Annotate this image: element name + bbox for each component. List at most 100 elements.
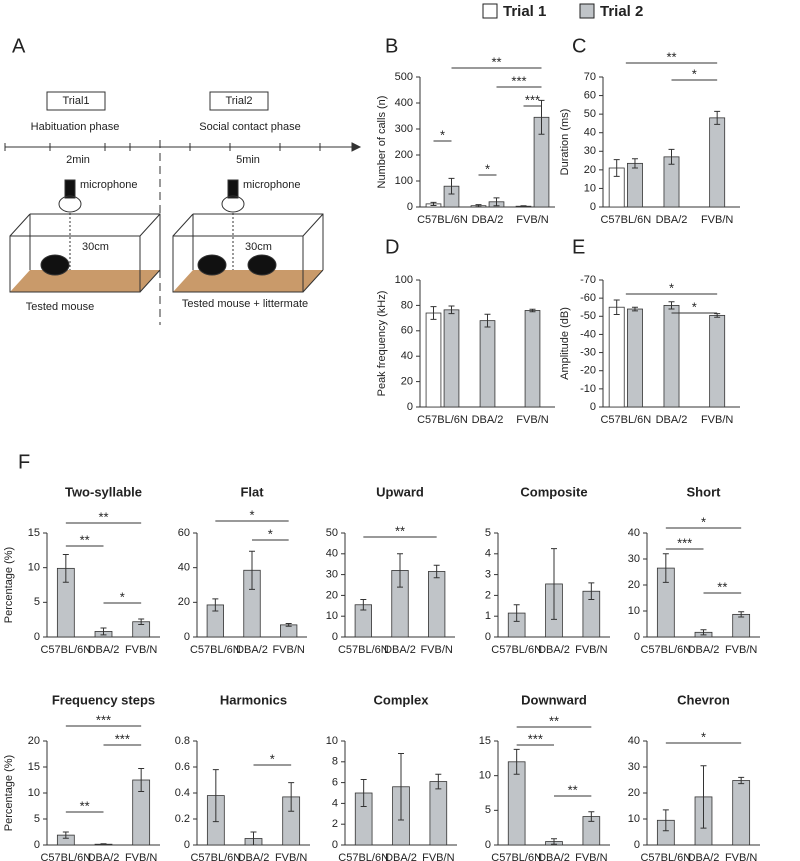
bar	[627, 162, 643, 208]
panel-letter: F	[18, 451, 30, 473]
bar	[425, 312, 442, 408]
panel-letter: A	[12, 35, 26, 57]
error-bar	[360, 599, 367, 611]
significance-label: ***	[96, 712, 111, 727]
x-tick-label: C57BL/6N	[417, 414, 468, 426]
error-bar	[288, 782, 295, 812]
panel-letter: D	[385, 236, 399, 258]
y-tick-label: 0.8	[175, 735, 190, 747]
error-bar	[613, 159, 620, 177]
x-tick-label: DBA/2	[384, 644, 416, 656]
chart-title: Frequency steps	[52, 692, 155, 707]
y-tick-label: 0	[634, 631, 640, 643]
bar	[429, 781, 448, 846]
x-tick-label: C57BL/6N	[600, 414, 651, 426]
error-bar	[138, 768, 145, 792]
error-bar	[430, 306, 437, 320]
x-tick-label: DBA/2	[688, 644, 720, 656]
y-tick-label: 10	[584, 182, 596, 194]
microphone-label: microphone	[243, 179, 300, 191]
x-tick-label: C57BL/6N	[491, 852, 542, 861]
phase-label: Social contact phase	[199, 121, 301, 133]
significance-label: *	[268, 526, 273, 541]
significance-label: ***	[528, 731, 543, 746]
error-bar	[430, 201, 437, 206]
y-tick-label: 10	[28, 562, 40, 574]
microphone-label: microphone	[80, 179, 137, 191]
chart-title: Flat	[240, 484, 264, 499]
error-bar	[100, 627, 107, 636]
x-tick-label: DBA/2	[88, 852, 120, 861]
mouse	[197, 254, 227, 276]
y-tick-label: 5	[485, 804, 491, 816]
bar	[627, 308, 643, 408]
distance-label: 30cm	[245, 241, 272, 253]
y-tick-label: 0	[407, 401, 413, 413]
significance-label: *	[701, 729, 706, 744]
bar	[479, 320, 496, 408]
significance-label: ***	[115, 731, 130, 746]
significance-label: *	[692, 66, 697, 81]
y-tick-label: 15	[28, 527, 40, 539]
x-tick-label: DBA/2	[472, 214, 504, 226]
phase-label: Habituation phase	[31, 121, 120, 133]
y-tick-label: -70	[580, 274, 596, 286]
y-tick-label: 1	[485, 610, 491, 622]
y-tick-label: 0	[184, 631, 190, 643]
error-bar	[250, 831, 257, 846]
x-tick-label: C57BL/6N	[600, 214, 651, 226]
y-tick-label: 20	[326, 589, 338, 601]
error-bar	[662, 553, 669, 583]
x-tick-label: C57BL/6N	[417, 214, 468, 226]
y-tick-label: -60	[580, 292, 596, 304]
y-tick-label: 30	[326, 569, 338, 581]
y-tick-label: 200	[395, 149, 413, 161]
mouse	[40, 254, 70, 276]
y-tick-label: 60	[584, 89, 596, 101]
bar	[443, 309, 460, 408]
y-tick-label: 30	[628, 761, 640, 773]
y-tick-label: 20	[628, 579, 640, 591]
caption: Tested mouse	[26, 301, 94, 313]
y-tick-label: 2	[485, 589, 491, 601]
y-axis-label: Peak frequency (kHz)	[376, 291, 388, 397]
y-tick-label: 0	[332, 631, 338, 643]
legend-swatch	[482, 3, 498, 19]
x-tick-label: C57BL/6N	[190, 644, 241, 656]
y-tick-label: 40	[628, 527, 640, 539]
error-bar	[588, 582, 595, 601]
significance-label: **	[80, 532, 90, 547]
error-bar	[484, 313, 491, 328]
error-bar	[738, 611, 745, 618]
y-tick-label: 0	[34, 839, 40, 851]
chart-title: Composite	[520, 484, 587, 499]
error-bar	[668, 301, 675, 310]
y-tick-label: 0	[590, 401, 596, 413]
legend-swatch	[579, 3, 595, 19]
y-tick-label: 3	[485, 569, 491, 581]
error-bar	[588, 811, 595, 822]
x-tick-label: DBA/2	[688, 852, 720, 861]
error-bar	[613, 299, 620, 315]
time-label: 2min	[66, 154, 90, 166]
bar	[709, 117, 726, 208]
bar	[709, 314, 726, 408]
panel-letter: B	[385, 35, 398, 57]
y-tick-label: 6	[332, 777, 338, 789]
x-tick-label: FVB/N	[272, 644, 304, 656]
y-tick-label: 40	[628, 735, 640, 747]
y-tick-label: 30	[628, 553, 640, 565]
error-bar	[714, 313, 721, 318]
y-tick-label: 40	[401, 350, 413, 362]
cage	[9, 213, 161, 293]
y-tick-label: 0	[184, 839, 190, 851]
error-bar	[433, 564, 440, 579]
x-tick-label: FVB/N	[125, 852, 157, 861]
x-tick-label: DBA/2	[538, 852, 570, 861]
error-bar	[138, 618, 145, 626]
y-tick-label: 0	[485, 839, 491, 851]
significance-label: **	[717, 579, 727, 594]
significance-label: **	[568, 782, 578, 797]
significance-label: *	[270, 751, 275, 766]
